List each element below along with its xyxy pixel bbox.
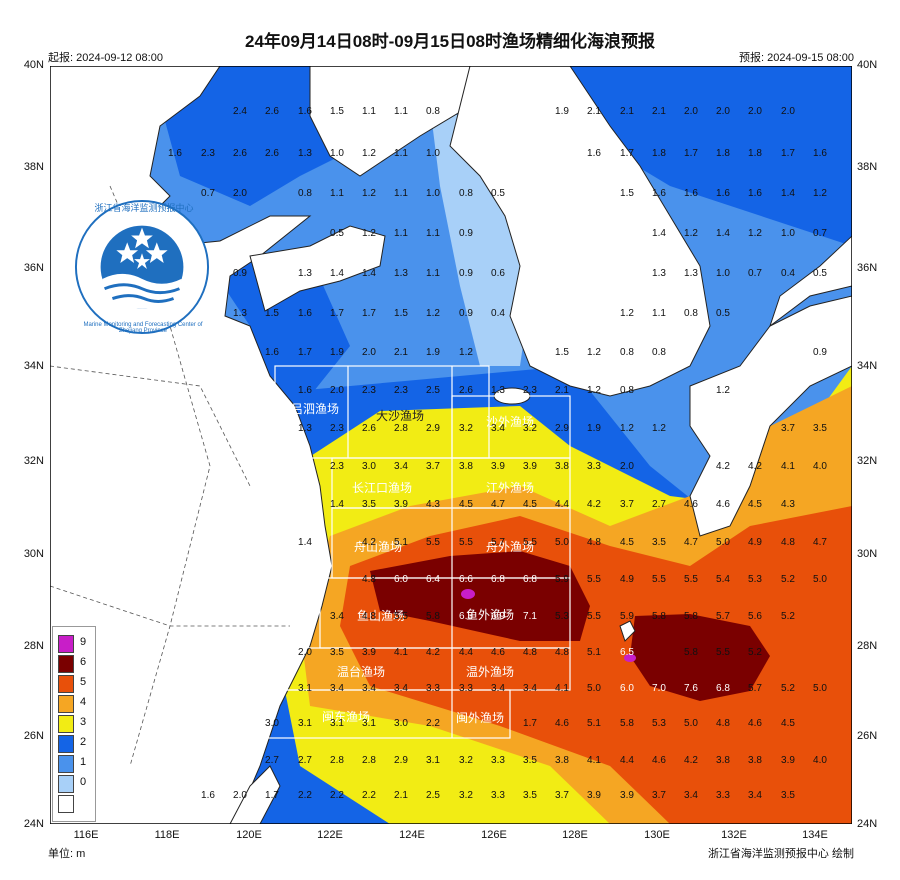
lon-label: 134E bbox=[802, 829, 828, 841]
lat-label: 34N bbox=[23, 360, 44, 372]
wave-peak-2 bbox=[624, 654, 636, 662]
unit-label: 单位: m bbox=[48, 848, 86, 860]
lat-label: 32N bbox=[857, 455, 878, 467]
lon-label: 132E bbox=[721, 829, 747, 841]
lat-label: 30N bbox=[23, 548, 44, 560]
fishing-ground-label: 温外渔场 bbox=[466, 665, 515, 679]
legend-swatch bbox=[58, 775, 74, 793]
fishing-ground-grid bbox=[239, 365, 571, 739]
lon-label: 118E bbox=[154, 829, 180, 841]
fishing-ground-label: 大沙渔场 bbox=[376, 409, 425, 423]
legend-item: 6 bbox=[58, 655, 94, 673]
logo-name-cn: 浙江省海洋监测预报中心 bbox=[94, 203, 194, 213]
legend-swatch bbox=[58, 735, 74, 753]
lat-label: 36N bbox=[857, 262, 878, 274]
lat-label: 30N bbox=[857, 548, 878, 560]
lat-label: 32N bbox=[23, 455, 44, 467]
wave-band-6b bbox=[630, 614, 770, 701]
lat-label: 36N bbox=[23, 262, 44, 274]
lon-label: 124E bbox=[399, 829, 425, 841]
lat-label: 38N bbox=[857, 161, 878, 173]
lat-label: 26N bbox=[23, 730, 44, 742]
lat-label: 34N bbox=[857, 360, 878, 372]
fishing-ground-label: 舟山渔场 bbox=[354, 540, 403, 554]
fishing-ground-label: 舟外渔场 bbox=[486, 540, 535, 554]
lat-label: 38N bbox=[23, 161, 44, 173]
legend-swatch bbox=[58, 795, 74, 813]
wave-band-6a bbox=[370, 551, 590, 641]
map-title: 24年09月14日08时-09月15日08时渔场精细化海浪预报 bbox=[244, 32, 656, 51]
legend-swatch bbox=[58, 695, 74, 713]
legend-swatch bbox=[58, 755, 74, 773]
lon-label: 122E bbox=[317, 829, 343, 841]
lat-label: 28N bbox=[857, 640, 878, 652]
valid-time: 预报: 2024-09-15 08:00 bbox=[739, 52, 854, 64]
logo-name-en: Marine Monitoring and Forecasting Center… bbox=[83, 322, 203, 334]
fishing-ground-label: 闽东渔场 bbox=[322, 710, 371, 724]
legend-item: 0 bbox=[58, 775, 94, 793]
credit-label: 浙江省海洋监测预报中心 绘制 bbox=[707, 848, 854, 860]
land-shandong bbox=[249, 225, 386, 312]
legend-swatch bbox=[58, 655, 74, 673]
legend-swatch bbox=[58, 715, 74, 733]
legend-swatch bbox=[58, 635, 74, 653]
color-legend: 9 6 5 4 3 2 1 0 bbox=[52, 626, 96, 822]
legend-item: 3 bbox=[58, 715, 94, 733]
lon-label: 126E bbox=[481, 829, 507, 841]
lon-label: 116E bbox=[73, 829, 99, 841]
land-kyushu bbox=[689, 295, 852, 537]
legend-item: 4 bbox=[58, 695, 94, 713]
land-korea bbox=[449, 66, 711, 397]
lon-label: 128E bbox=[562, 829, 588, 841]
legend-item: 5 bbox=[58, 675, 94, 693]
lat-label: 28N bbox=[23, 640, 44, 652]
legend-swatch bbox=[58, 675, 74, 693]
lat-label: 24N bbox=[23, 818, 44, 830]
legend-item: 1 bbox=[58, 755, 94, 773]
lat-label: 40N bbox=[23, 59, 44, 71]
land-honshu bbox=[769, 235, 852, 328]
wave-band-2-west bbox=[210, 256, 350, 446]
fishing-ground-label: 温台渔场 bbox=[337, 665, 386, 679]
fishing-ground-label: 吕泗渔场 bbox=[291, 402, 340, 416]
fishing-ground-label: 闽外渔场 bbox=[456, 711, 505, 725]
fishing-ground-label: 沙外渔场 bbox=[486, 415, 535, 429]
land-okinawa bbox=[619, 620, 636, 642]
province-border bbox=[50, 365, 251, 487]
wave-height-map bbox=[50, 66, 852, 824]
legend-item: 2 bbox=[58, 735, 94, 753]
land-taiwan bbox=[229, 765, 281, 824]
lon-label: 120E bbox=[236, 829, 262, 841]
fishing-ground-label: 长江口渔场 bbox=[352, 481, 413, 495]
fishing-ground-label: 鱼外渔场 bbox=[466, 608, 515, 622]
lat-label: 26N bbox=[857, 730, 878, 742]
lon-label: 130E bbox=[644, 829, 670, 841]
lat-label: 40N bbox=[857, 59, 878, 71]
fishing-ground-label: 鱼山渔场 bbox=[357, 609, 406, 623]
legend-item: 9 bbox=[58, 635, 94, 653]
legend-item bbox=[58, 795, 94, 813]
fishing-ground-label: 江外渔场 bbox=[486, 481, 535, 495]
province-border bbox=[50, 585, 290, 627]
wave-band-2-ne bbox=[550, 66, 852, 246]
wave-peak-1 bbox=[461, 589, 475, 599]
issue-time: 起报: 2024-09-12 08:00 bbox=[48, 52, 163, 64]
lat-label: 24N bbox=[857, 818, 878, 830]
agency-logo bbox=[74, 199, 210, 335]
